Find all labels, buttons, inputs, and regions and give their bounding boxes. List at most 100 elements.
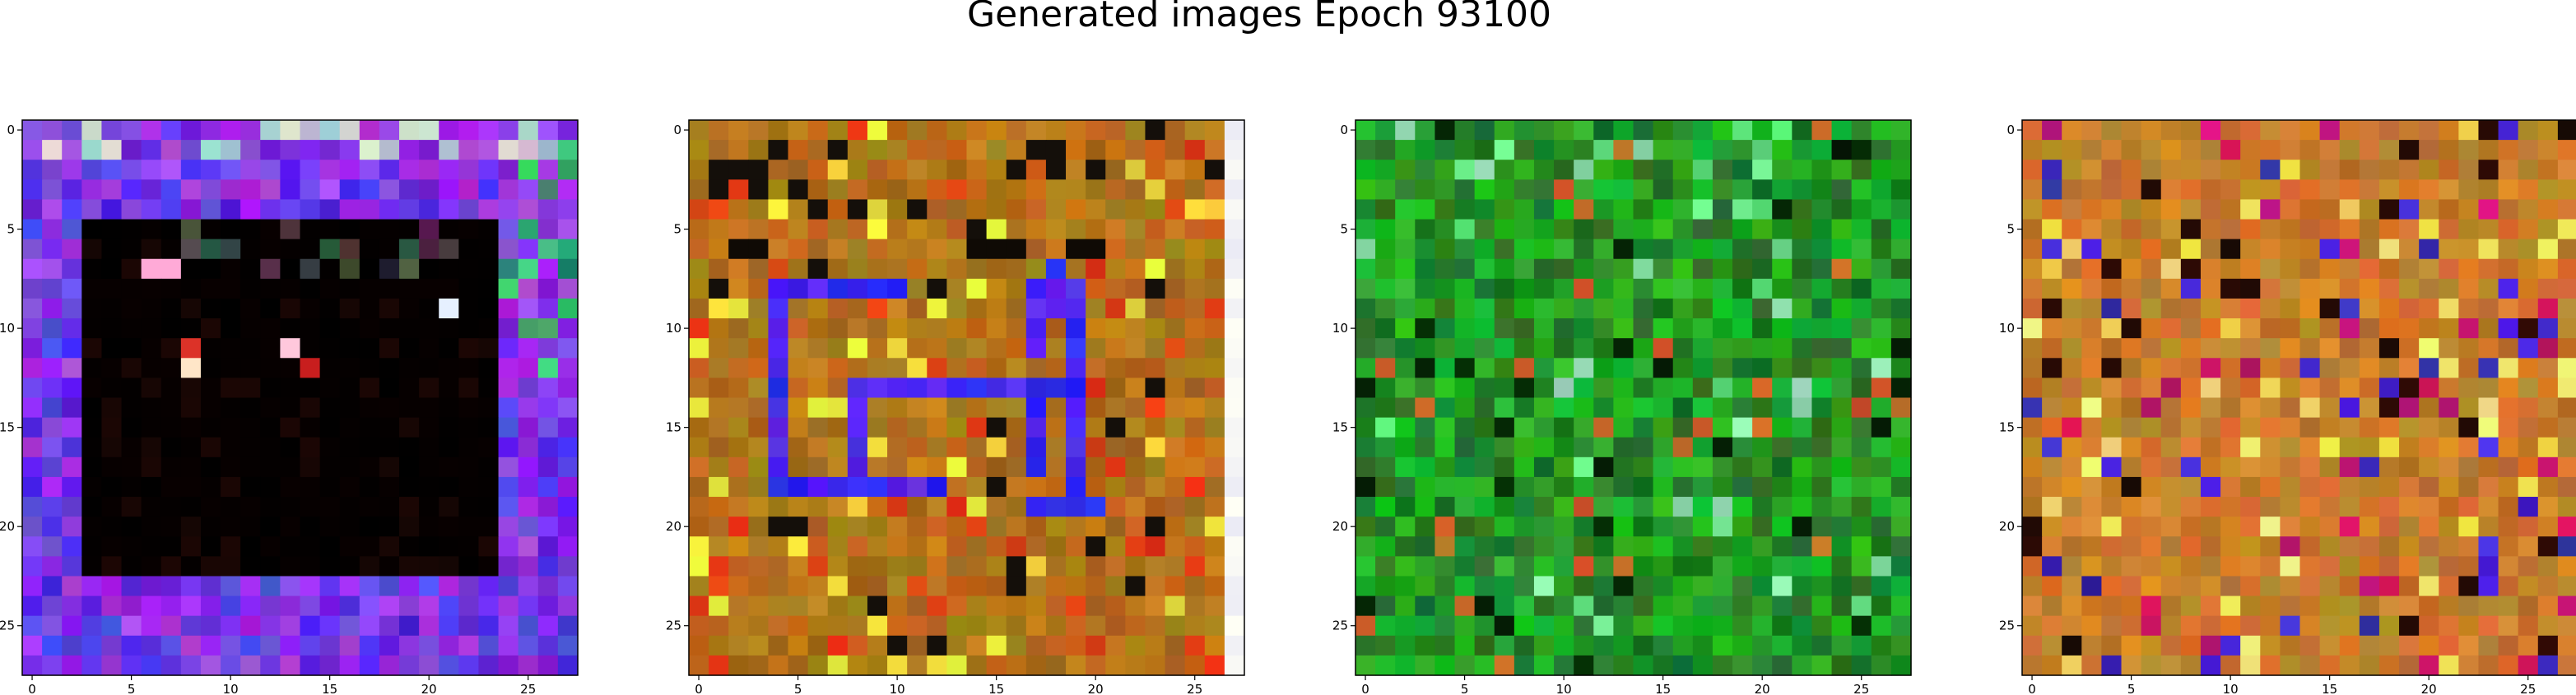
pixel	[1554, 497, 1574, 517]
pixel	[1851, 635, 1872, 656]
pixel	[1851, 179, 1872, 201]
pixel	[180, 476, 202, 498]
pixel	[1145, 179, 1166, 201]
pixel	[1415, 239, 1436, 260]
pixel	[319, 338, 341, 359]
pixel	[180, 120, 202, 141]
pixel	[1692, 358, 1713, 378]
pixel	[748, 397, 770, 419]
pixel	[300, 536, 321, 557]
pixel	[788, 635, 809, 656]
pixel	[1593, 219, 1614, 240]
pixel	[1752, 278, 1773, 299]
pixel	[221, 615, 241, 637]
pixel	[1355, 635, 1376, 656]
pixel	[1165, 358, 1186, 378]
pixel	[260, 437, 281, 458]
pixel	[1066, 417, 1086, 438]
pixel	[1145, 338, 1166, 359]
pixel	[1593, 595, 1614, 617]
pixel	[807, 120, 829, 141]
pixel	[2458, 219, 2480, 240]
pixel	[1375, 655, 1396, 676]
pixel	[221, 239, 241, 260]
pixel	[1831, 417, 1853, 438]
pixel	[379, 358, 400, 378]
pixel	[1554, 378, 1574, 399]
pixel	[339, 219, 360, 240]
pixel	[22, 179, 43, 201]
pixel	[1204, 318, 1225, 339]
pixel	[2240, 298, 2261, 319]
pixel	[260, 595, 281, 617]
pixel	[2121, 378, 2142, 399]
pixel	[1752, 219, 1773, 240]
pixel	[1554, 318, 1574, 339]
pixel	[1355, 338, 1376, 359]
pixel	[2022, 595, 2043, 617]
pixel	[1613, 635, 1634, 656]
pixel	[2042, 278, 2062, 299]
pixel	[2042, 655, 2062, 676]
pixel	[1712, 576, 1733, 597]
pixel	[160, 219, 182, 240]
pixel	[121, 239, 142, 260]
pixel	[2537, 358, 2559, 378]
pixel	[2478, 456, 2499, 478]
pixel	[1145, 120, 1166, 141]
pixel	[300, 615, 321, 637]
pixel	[768, 318, 789, 339]
pixel	[1006, 615, 1027, 637]
pixel	[788, 199, 809, 220]
pixel	[42, 298, 63, 319]
pixel	[2260, 258, 2281, 280]
pixel	[1533, 239, 1555, 260]
pixel	[240, 179, 261, 201]
pixel	[1066, 536, 1086, 557]
pixel	[22, 417, 43, 438]
pixel	[2160, 615, 2182, 637]
pixel	[1890, 358, 1912, 378]
pixel	[1514, 179, 1535, 201]
pixel	[121, 615, 142, 637]
pixel	[2160, 298, 2182, 319]
pixel	[2378, 456, 2400, 478]
pixel	[1454, 278, 1476, 299]
pixel	[2101, 239, 2123, 260]
pixel	[399, 576, 420, 597]
pixel	[260, 298, 281, 319]
pixel	[1672, 219, 1694, 240]
pixel	[807, 378, 829, 399]
pixel	[2240, 179, 2261, 201]
pixel	[1086, 199, 1106, 220]
pixel	[1025, 278, 1047, 299]
pixel	[141, 456, 162, 478]
pixel	[2101, 278, 2123, 299]
pixel	[221, 318, 241, 339]
pixel	[807, 536, 829, 557]
pixel	[927, 576, 947, 597]
pixel	[1355, 160, 1376, 180]
pixel	[81, 358, 103, 378]
pixel	[240, 160, 261, 180]
pixel	[728, 120, 749, 141]
pixel	[1105, 219, 1126, 240]
pixel	[1125, 497, 1146, 517]
pixel	[2439, 338, 2459, 359]
pixel	[81, 199, 103, 220]
pixel	[2319, 417, 2341, 438]
pixel	[2518, 378, 2539, 399]
pixel	[121, 456, 142, 478]
pixel	[2359, 497, 2380, 517]
pixel	[518, 576, 539, 597]
pixel	[847, 536, 868, 557]
pixel	[518, 358, 539, 378]
pixel	[2160, 318, 2182, 339]
pixel	[1375, 456, 1396, 478]
pixel	[2220, 298, 2241, 319]
pixel	[359, 615, 380, 637]
pixel	[1752, 655, 1773, 676]
pixel	[2399, 338, 2420, 359]
pixel	[22, 615, 43, 637]
pixel	[788, 536, 809, 557]
